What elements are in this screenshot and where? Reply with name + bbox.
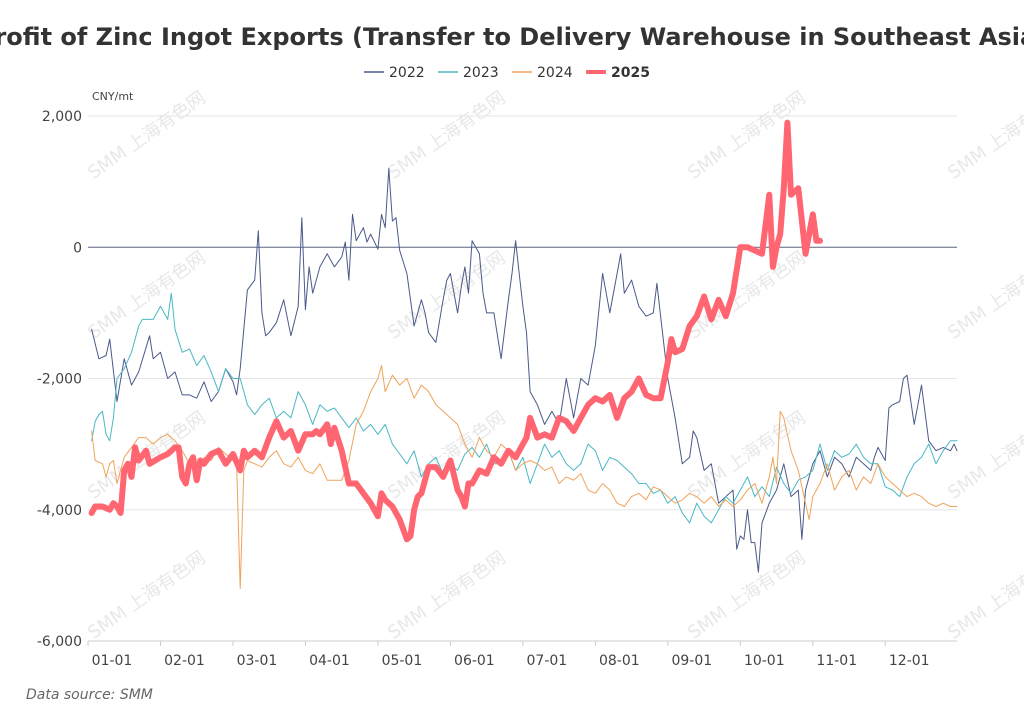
watermark-text: SMM 上海有色网 xyxy=(384,547,509,643)
legend-label: 2022 xyxy=(389,65,425,81)
x-tick-label: 02-01 xyxy=(164,653,205,669)
legend-label: 2023 xyxy=(463,65,499,81)
legend-item-2022[interactable]: 2022 xyxy=(364,65,425,81)
legend-label: 2025 xyxy=(611,65,650,81)
watermark-text: SMM 上海有色网 xyxy=(84,247,209,343)
x-tick-label: 03-01 xyxy=(237,653,278,669)
watermark-text: SMM 上海有色网 xyxy=(684,547,809,643)
watermark-layer: SMM 上海有色网 SMM 上海有色网 SMM 上海有色网 SMM 上海有色网 SMM … xyxy=(84,87,1024,643)
x-tick-label: 08-01 xyxy=(599,653,640,669)
legend-item-2025[interactable]: 2025 xyxy=(586,65,650,81)
watermark-text: SMM 上海有色网 xyxy=(684,407,809,503)
y-tick-label: -2,000 xyxy=(37,372,82,388)
y-tick-label: 0 xyxy=(73,240,82,256)
series-line-2022 xyxy=(91,168,958,573)
data-source-note: Data source: SMM xyxy=(26,687,153,703)
y-tick-label: 2,000 xyxy=(42,109,82,125)
y-axis-unit-label: CNY/mt xyxy=(92,90,134,103)
chart-title: Profit of Zinc Ingot Exports (Transfer t… xyxy=(0,23,1024,51)
watermark-text: SMM 上海有色网 xyxy=(944,547,1024,643)
x-tick-label: 01-01 xyxy=(92,653,133,669)
legend-item-2023[interactable]: 2023 xyxy=(438,65,499,81)
watermark-text: SMM 上海有色网 xyxy=(944,87,1024,183)
x-tick-label: 12-01 xyxy=(889,653,930,669)
x-tick-layer: 01-01 02-01 03-01 04-01 05-01 06-01 07-01 08-01… xyxy=(87,640,957,669)
x-tick-label: 11-01 xyxy=(816,653,857,669)
series-line-2025 xyxy=(88,119,823,543)
x-tick-label: 07-01 xyxy=(527,653,568,669)
x-tick-label: 05-01 xyxy=(382,653,423,669)
grid-layer xyxy=(88,115,957,642)
watermark-text: SMM 上海有色网 xyxy=(84,547,209,643)
x-tick-label: 10-01 xyxy=(744,653,785,669)
y-tick-label: -6,000 xyxy=(37,634,82,650)
series-layer xyxy=(88,119,958,589)
series-line-2023 xyxy=(91,292,958,524)
y-tick-label: -4,000 xyxy=(37,503,82,519)
chart-legend[interactable]: 2022 2023 2024 2025 xyxy=(364,65,650,81)
watermark-text: SMM 上海有色网 xyxy=(944,407,1024,503)
x-tick-label: 04-01 xyxy=(309,653,350,669)
x-tick-label: 06-01 xyxy=(454,653,495,669)
watermark-text: SMM 上海有色网 xyxy=(944,247,1024,343)
watermark-text: SMM 上海有色网 xyxy=(384,87,509,183)
x-tick-label: 09-01 xyxy=(671,653,712,669)
y-tick-layer: 2,000 0 -2,000 -4,000 -6,000 xyxy=(37,109,82,650)
legend-item-2024[interactable]: 2024 xyxy=(512,65,573,81)
legend-label: 2024 xyxy=(537,65,573,81)
